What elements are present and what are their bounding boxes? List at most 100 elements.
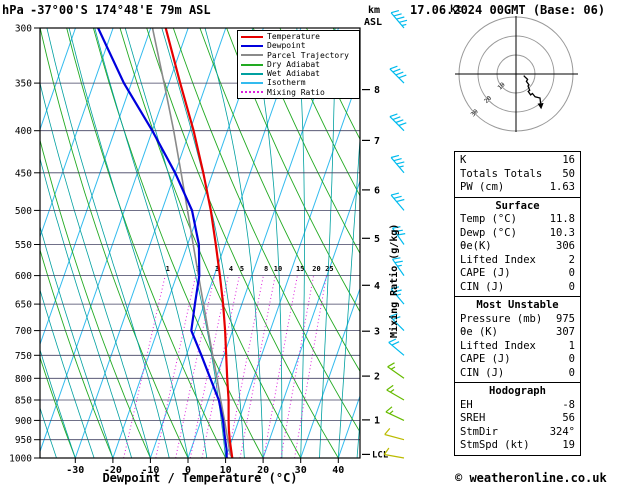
wind-barb-column <box>383 10 408 459</box>
legend-swatch <box>241 91 263 94</box>
stats-value: 50 <box>562 167 575 180</box>
plot-border <box>39 27 361 459</box>
km-tick-label: 5 <box>374 234 380 245</box>
dewpoint-curve <box>97 28 228 458</box>
temperature-tick-label: 30 <box>295 465 307 476</box>
legend-swatch <box>241 72 263 75</box>
stats-label: PW (cm) <box>460 181 505 193</box>
pressure-tick-label: 1000 <box>9 454 32 465</box>
stats-label: θe(K) <box>460 240 492 252</box>
stats-value: 307 <box>556 326 575 338</box>
pressure-tick-label: 500 <box>15 206 32 217</box>
stats-row: K 16 <box>455 154 580 168</box>
profile-curves <box>97 28 234 458</box>
wind-barb <box>390 286 405 305</box>
legend-item: Parcel Trajectory <box>241 51 356 60</box>
stats-label: θe (K) <box>460 326 498 338</box>
pressure-tick-label: 750 <box>15 351 32 362</box>
legend-item-label: Dry Adiabat <box>267 59 320 69</box>
legend-item-label: Isotherm <box>267 78 306 88</box>
legend-item-label: Temperature <box>267 32 320 41</box>
temperature-tick-label: -20 <box>104 465 122 476</box>
stats-row: CAPE (J) 0 <box>455 353 580 367</box>
stats-label: CAPE (J) <box>460 353 511 365</box>
stats-row: CAPE (J) 0 <box>455 267 580 281</box>
stats-label: Lifted Index <box>460 339 536 352</box>
legend-item-label: Dewpoint <box>267 41 306 51</box>
copyright: © weatheronline.co.uk <box>455 471 607 485</box>
pressure-tick-label: 450 <box>15 168 32 179</box>
mixing-ratio-value-label: 1 <box>166 265 170 273</box>
wind-barb <box>383 447 405 459</box>
mixing-ratio-value-label: 25 <box>325 265 333 273</box>
stats-value: 975 <box>556 312 575 325</box>
km-tick-label: 7 <box>374 136 380 147</box>
km-tick-label: 1 <box>374 415 380 426</box>
legend-item: Wet Adiabat <box>241 69 356 78</box>
stats-value: 324° <box>549 425 575 438</box>
wind-barb <box>389 313 405 332</box>
wind-barb <box>392 257 405 276</box>
pressure-tick-label: 850 <box>15 396 32 407</box>
stats-panel: K 16 Totals Totals 50 PW (cm) 1.63 Surface Temp… <box>454 151 581 456</box>
hodograph-ring-label: 20 <box>483 95 493 105</box>
stats-value: 19 <box>562 439 575 451</box>
pressure-tick-label: 350 <box>15 79 32 90</box>
legend-item-label: Wet Adiabat <box>267 69 320 79</box>
stats-label: Totals Totals <box>460 167 543 180</box>
km-tick-label: 3 <box>374 327 380 338</box>
wind-barb <box>392 226 406 245</box>
stats-box-title: Surface <box>495 199 540 212</box>
stats-row: StmSpd (kt) 19 <box>455 439 580 453</box>
mixing-ratio-value-label: 3 <box>215 265 219 273</box>
stats-row: StmDir 324° <box>455 426 580 440</box>
parcel-trajectory-curve <box>151 28 233 458</box>
temperature-tick-label: 10 <box>220 465 232 476</box>
hodograph-trace <box>523 75 542 104</box>
legend-item: Dewpoint <box>241 41 356 50</box>
stats-label: CIN (J) <box>460 366 505 379</box>
hodograph-arrow <box>537 103 544 110</box>
stats-value: -8 <box>562 398 575 411</box>
legend-item: Dry Adiabat <box>241 60 356 69</box>
stats-value: 0 <box>568 267 575 279</box>
stats-value: 0 <box>568 280 575 293</box>
mixing-ratio-axis-label: Mixing Ratio (g/kg) <box>388 224 400 338</box>
stats-label: CAPE (J) <box>460 267 511 279</box>
stats-label: Pressure (mb) <box>460 312 543 325</box>
km-axis-unit: km <box>368 5 380 16</box>
legend-item-label: Mixing Ratio <box>267 87 325 97</box>
stats-row: PW (cm) 1.63 <box>455 181 580 195</box>
pressure-tick-label: 900 <box>15 416 32 427</box>
mixing-ratio-value-label: 4 <box>229 265 233 273</box>
legend-swatch <box>241 54 263 57</box>
stats-value: 16 <box>562 154 575 166</box>
stats-value: 56 <box>562 412 575 424</box>
wind-barb <box>385 406 405 421</box>
stats-value: 2 <box>568 253 575 266</box>
legend-item: Isotherm <box>241 78 356 87</box>
stats-box: Hodograph EH -8 SREH 56 StmDir 324° StmSpd (kt)… <box>454 382 581 456</box>
wind-barb <box>390 192 405 211</box>
stats-box: Most Unstable Pressure (mb) 975 θe (K) 307 Li… <box>454 296 581 383</box>
stats-row: θe(K) 306 <box>455 240 580 254</box>
legend: Temperature Dewpoint Parcel Trajectory Dry … <box>237 30 360 100</box>
mixing-ratio-value-label: 15 <box>296 265 304 273</box>
stats-box-title: Most Unstable <box>476 299 559 311</box>
pressure-tick-label: 550 <box>15 240 32 251</box>
km-tick-label: 6 <box>374 185 380 196</box>
legend-item: Mixing Ratio <box>241 88 356 97</box>
stats-row: θe (K) 307 <box>455 326 580 340</box>
mixing-ratio-value-label: 20 <box>312 265 320 273</box>
temperature-tick-label: 40 <box>332 465 344 476</box>
stats-value: 11.8 <box>549 213 575 225</box>
pressure-tick-label: 650 <box>15 300 32 311</box>
pressure-tick-label: 600 <box>15 271 32 282</box>
legend-swatch <box>241 63 263 66</box>
legend-swatch <box>241 44 263 47</box>
stats-row: Lifted Index 2 <box>455 254 580 268</box>
pressure-tick-label: 950 <box>15 435 32 446</box>
wind-barb <box>390 10 408 29</box>
